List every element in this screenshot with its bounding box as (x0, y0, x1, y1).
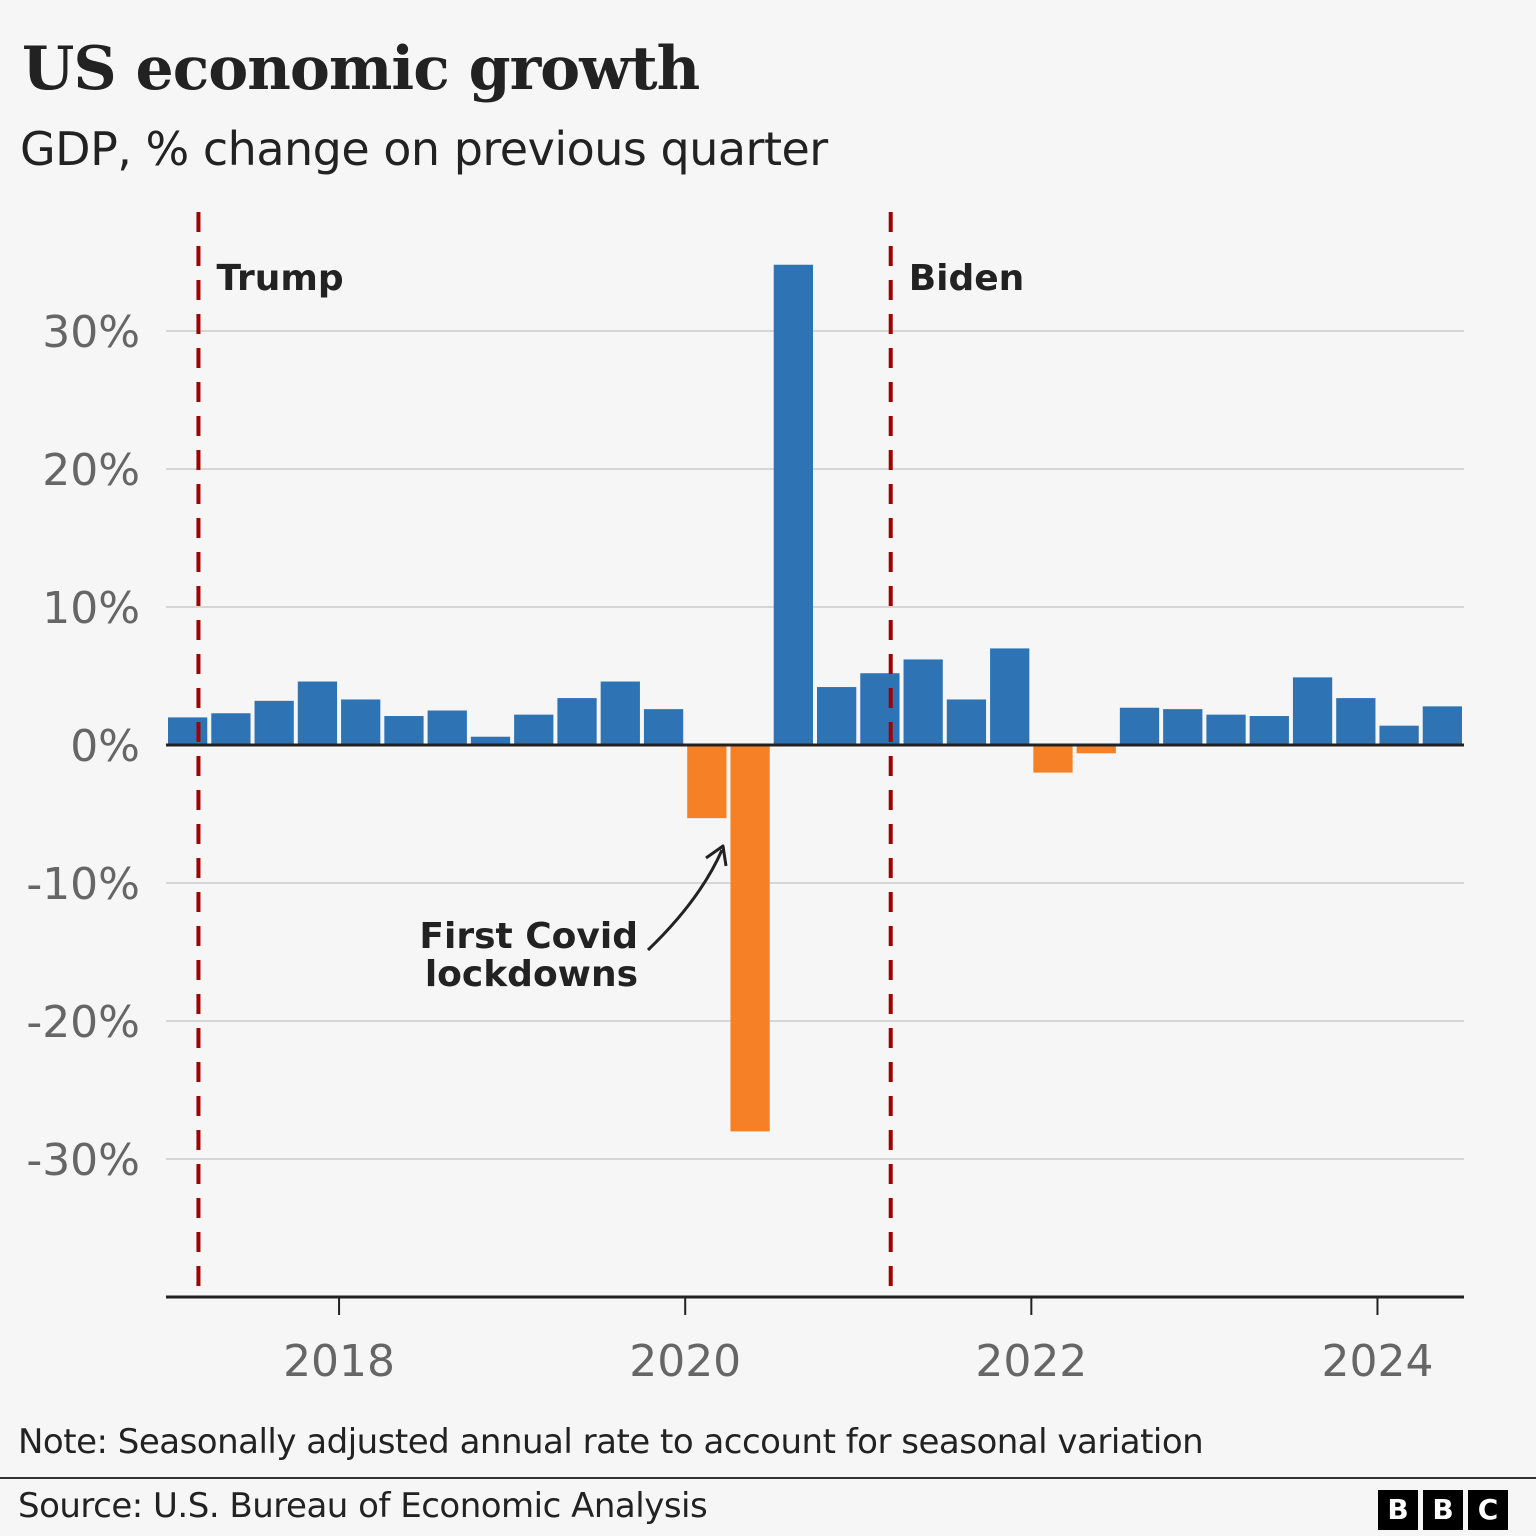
bar-2018-q2 (384, 716, 424, 745)
bar-2023-q4 (1336, 698, 1376, 745)
bar-2021-q4 (990, 648, 1030, 745)
bars (168, 264, 1462, 1132)
grid-lines (166, 330, 1464, 1160)
bar-2020-q4 (817, 687, 857, 745)
footnote: Note: Seasonally adjusted annual rate to… (18, 1422, 1204, 1462)
bar-2017-q1 (168, 717, 208, 745)
logo-letter-b1: B (1378, 1490, 1418, 1530)
bar-2021-q2 (903, 659, 943, 745)
annotation-arrowhead (705, 844, 728, 867)
bar-2022-q3 (1119, 707, 1160, 745)
marker-label-trump: Trump (216, 258, 343, 299)
x-tick-label: 2020 (629, 1336, 741, 1387)
logo-letter-b2: B (1423, 1490, 1463, 1530)
x-tick-label: 2024 (1321, 1336, 1433, 1387)
logo-letter-c: C (1468, 1490, 1508, 1530)
y-tick-label: 30% (42, 307, 140, 358)
chart-title: US economic growth (22, 34, 700, 104)
source-credit: Source: U.S. Bureau of Economic Analysis (18, 1486, 708, 1526)
annotation-arrow (646, 849, 724, 952)
y-tick-label: 10% (42, 583, 140, 634)
bar-2018-q3 (427, 710, 467, 745)
y-tick-label: 20% (42, 445, 140, 496)
y-tick-label: 0% (70, 721, 140, 772)
bar-2023-q1 (1206, 714, 1246, 745)
bar-2021-q1 (860, 673, 900, 745)
president-markers: Trump Biden (196, 212, 1025, 1297)
bar-2024-q1 (1379, 725, 1419, 745)
y-tick-label: -20% (26, 997, 140, 1048)
chart-subtitle: GDP, % change on previous quarter (20, 122, 828, 176)
footer-divider (0, 1477, 1536, 1479)
annotation-line-2: lockdowns (425, 954, 638, 995)
bar-2020-q1 (687, 745, 727, 819)
bbc-logo: B B C (1378, 1490, 1508, 1530)
bar-2022-q4 (1163, 709, 1203, 745)
bar-2019-q2 (557, 698, 597, 745)
x-tick-label: 2022 (975, 1336, 1087, 1387)
y-tick-label: -10% (26, 859, 140, 910)
bar-2020-q3 (773, 264, 813, 745)
chart-area: 30%20%10%0%-10%-20%-30% Trump Biden 2018 2… (26, 212, 1464, 1387)
bar-2017-q3 (254, 700, 294, 745)
bar-2020-q2 (730, 745, 770, 1132)
y-axis-tick-labels: 30% 20% 10% 0% -10% -20% -30% (26, 307, 140, 1186)
bar-2024-q2 (1422, 706, 1462, 745)
bar-2017-q2 (211, 713, 251, 745)
annotation-line-1: First Covid (419, 916, 638, 957)
bar-2017-q4 (297, 681, 338, 745)
bar-2019-q1 (514, 714, 554, 745)
y-tick-label: -30% (26, 1135, 140, 1186)
bar-2019-q4 (643, 709, 684, 745)
bar-2019-q3 (600, 681, 640, 745)
bar-2022-q1 (1033, 745, 1073, 773)
bar-2018-q1 (341, 699, 381, 745)
bar-2022-q2 (1076, 745, 1116, 754)
bar-2023-q2 (1249, 716, 1289, 745)
marker-label-biden: Biden (909, 258, 1025, 299)
bar-2018-q4 (470, 736, 511, 745)
bar-2021-q3 (946, 699, 987, 745)
bar-2023-q3 (1292, 677, 1333, 745)
annotation-covid: First Covid lockdowns (419, 844, 728, 995)
x-tick-label: 2018 (283, 1336, 395, 1387)
x-axis-ticks: 2018 2020 2022 2024 (283, 1297, 1433, 1387)
